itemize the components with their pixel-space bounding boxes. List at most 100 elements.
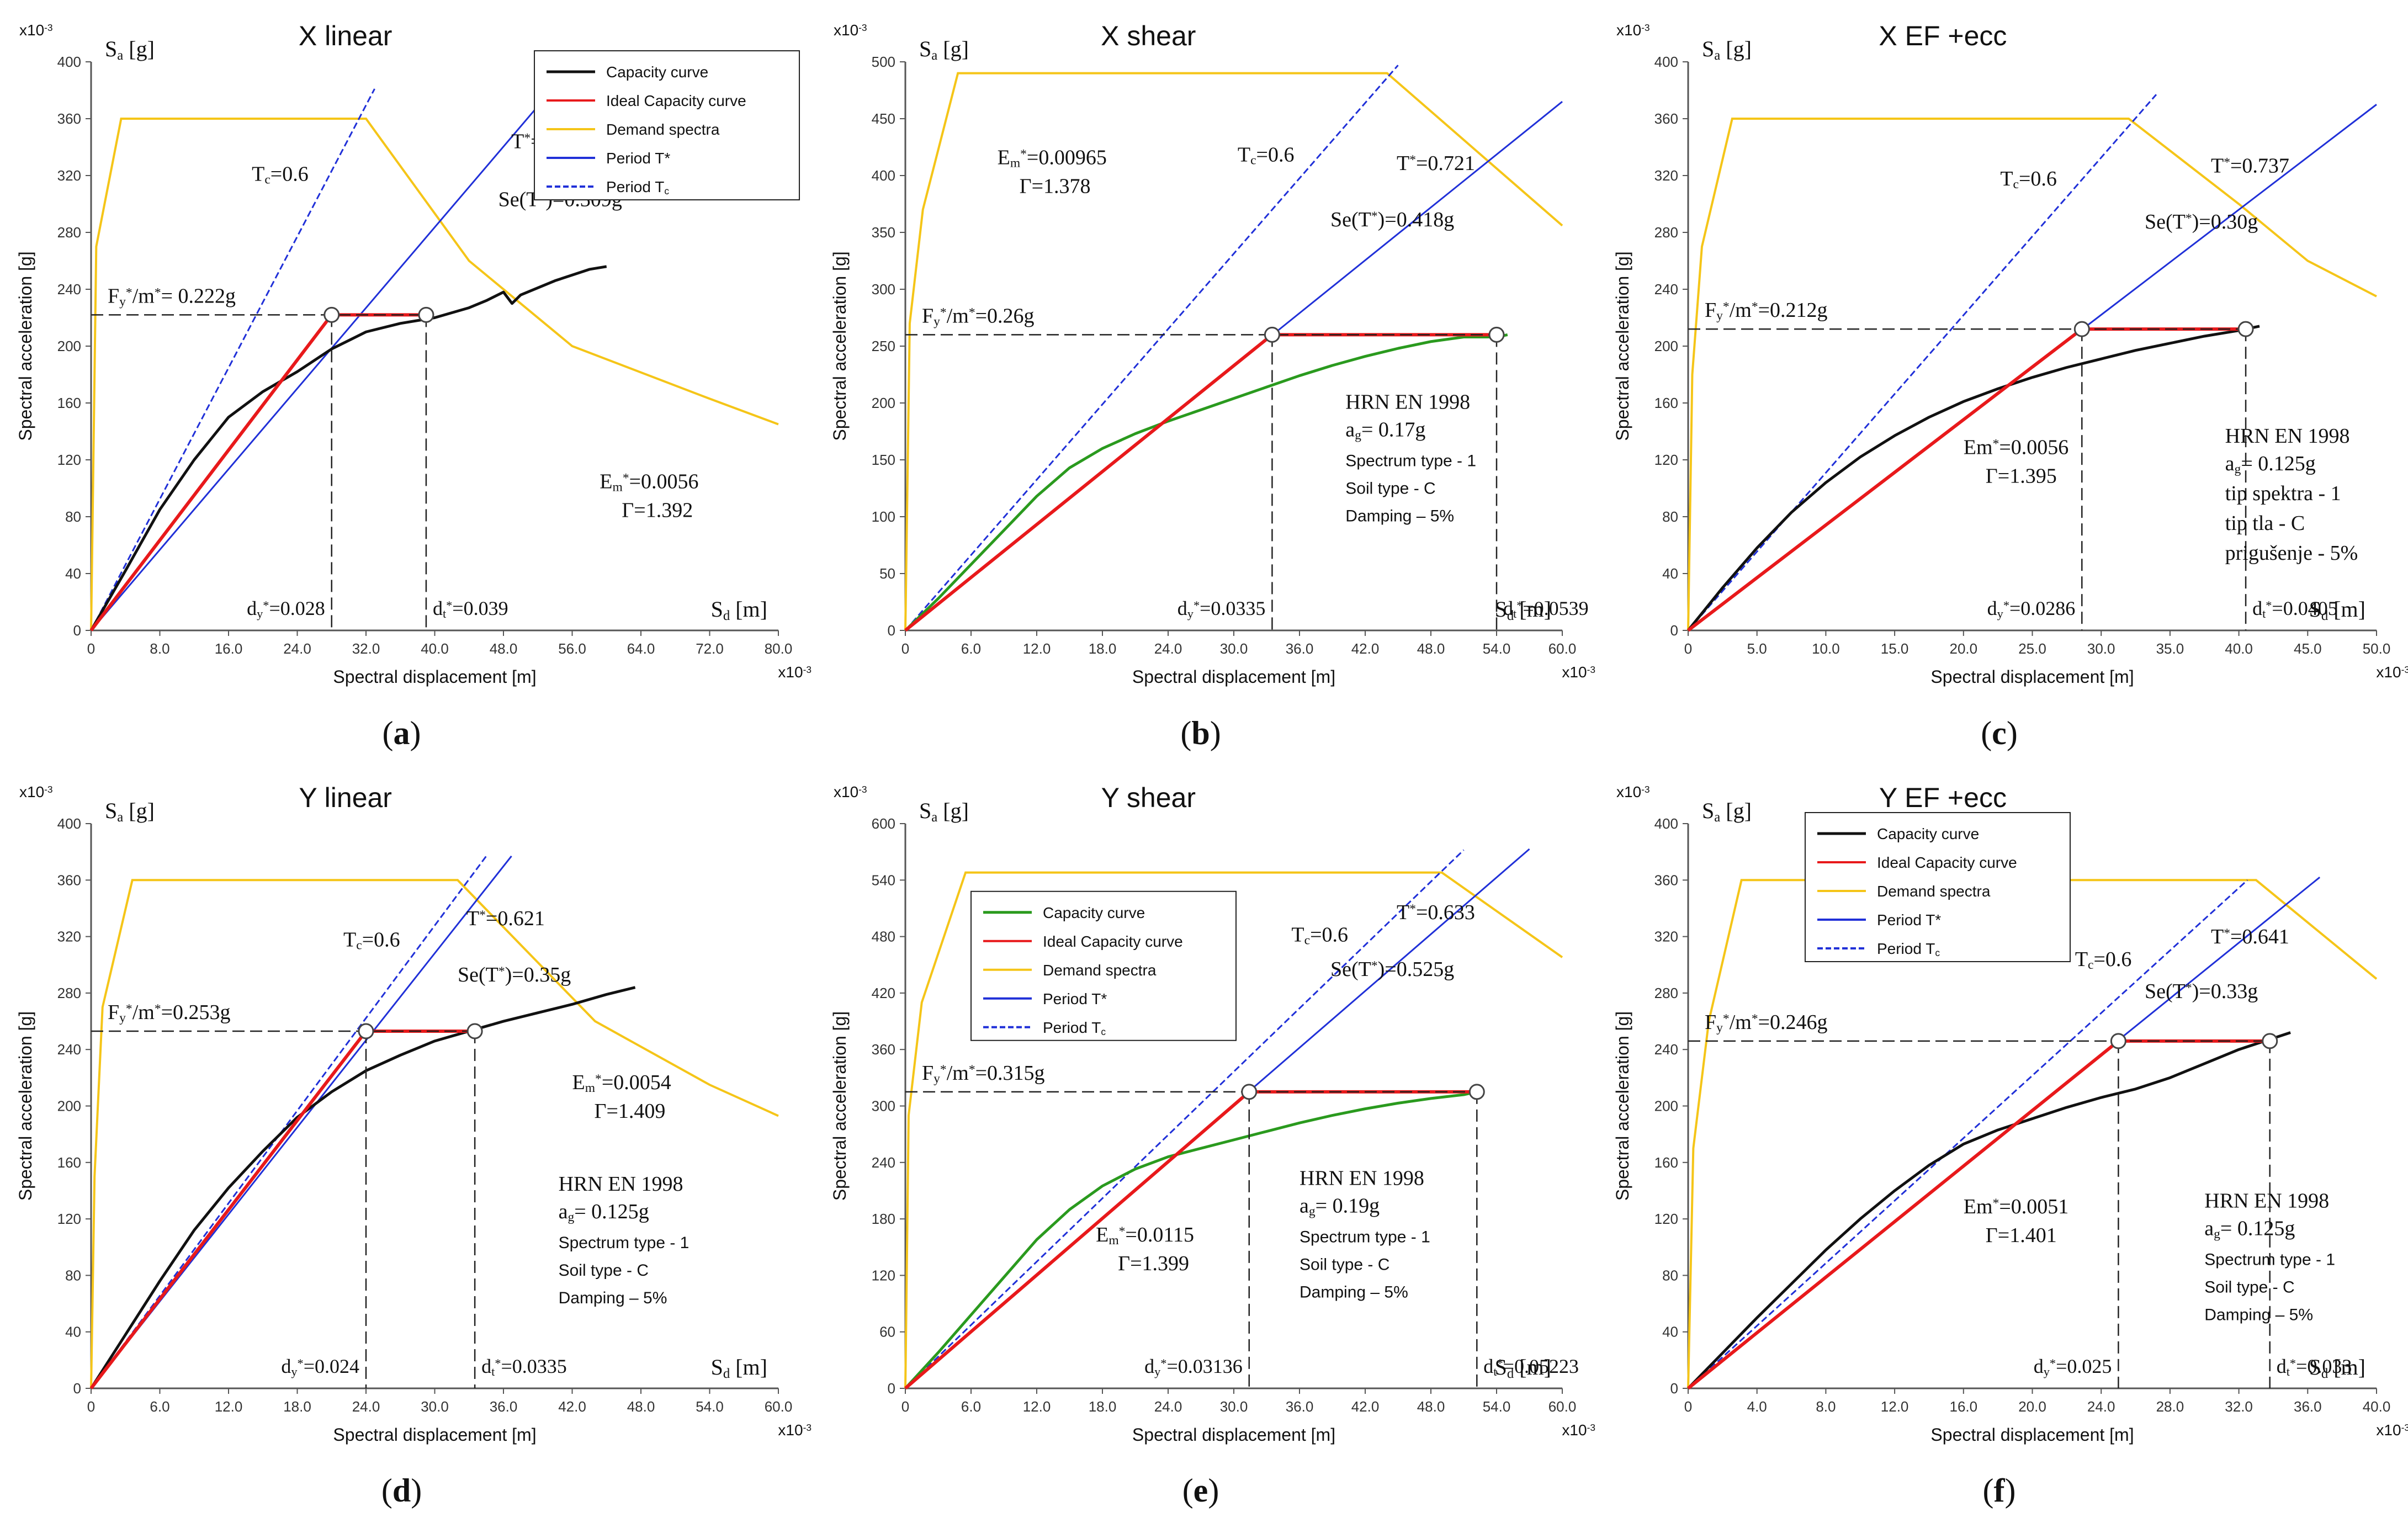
superscript: * xyxy=(2290,1356,2296,1370)
subscript: a xyxy=(931,810,937,825)
text-run: =0.0335 xyxy=(501,1355,566,1377)
superscript: * xyxy=(969,306,975,320)
em-annotation: Em*=0.0115 xyxy=(1096,1223,1194,1248)
x-tick-label: 32.0 xyxy=(2225,1398,2253,1415)
x-tick-label: 16.0 xyxy=(215,640,243,657)
y-tick-label: 120 xyxy=(872,1267,895,1283)
se-annotation: Se(T*)=0.418g xyxy=(1330,208,1454,231)
text-run: /m xyxy=(947,1062,969,1085)
x-tick-label: 40.0 xyxy=(2225,640,2253,657)
chart-title: X linear xyxy=(299,20,393,51)
hrn-ag: ag= 0.125g xyxy=(559,1200,649,1224)
y-tick-label: 250 xyxy=(872,338,895,354)
text-run: F xyxy=(922,1062,934,1085)
period-tc-line xyxy=(904,849,1465,1389)
subscript: y xyxy=(934,1071,940,1086)
y-tick-label: 280 xyxy=(57,985,81,1001)
superscript: * xyxy=(1371,209,1378,224)
fy-annotation: Fy*/m*= 0.222g xyxy=(108,284,236,309)
ideal-capacity-line xyxy=(89,313,426,632)
y-tick-label: 240 xyxy=(57,281,81,298)
superscript: * xyxy=(1497,1356,1503,1370)
x-axis-label: Spectral displacement [m] xyxy=(1132,1425,1335,1445)
text-run: =0.6 xyxy=(2093,948,2131,971)
fy-annotation: Fy*/m*=0.212g xyxy=(1705,299,1828,323)
tc-annotation: Tc=0.6 xyxy=(252,163,309,187)
x-axis-label: Spectral displacement [m] xyxy=(1132,667,1335,687)
hrn-ag: ag= 0.19g xyxy=(1300,1195,1380,1219)
fy-annotation: Fy*/m*=0.315g xyxy=(922,1062,1045,1086)
superscript: * xyxy=(2186,981,2192,995)
chart-legend: Capacity curve Ideal Capacity curve Demand… xyxy=(534,50,800,200)
chart-panel-e: 0 6.0 12.0 18.0 24.0 30.0 36.0 42.0 48.0 54.0 60.0… xyxy=(830,782,1595,1509)
subscript: d xyxy=(2321,608,2329,623)
text-run: [g] xyxy=(123,798,155,823)
text-run: /m xyxy=(132,1001,155,1024)
text-run: =0.00965 xyxy=(1027,146,1107,169)
y-tick-label: 200 xyxy=(1654,338,1678,354)
subscript: t xyxy=(2287,1365,2290,1378)
se-annotation: Se(T*)=0.35g xyxy=(458,963,571,986)
dy-annotation: dy*=0.024 xyxy=(281,1355,359,1378)
x-tick-label: 40.0 xyxy=(2363,1398,2391,1415)
legend-label-period_tc: Period Tc xyxy=(606,178,669,197)
text-run: Se(T xyxy=(2145,210,2186,234)
y-tick-label: 240 xyxy=(1654,1041,1678,1058)
text-run: =0.025 xyxy=(2056,1355,2112,1377)
x-tick-label: 54.0 xyxy=(1483,640,1511,657)
y-axis-multiplier: x10-3 xyxy=(834,783,867,800)
subscript: y xyxy=(2044,1365,2050,1378)
subscript: d xyxy=(1507,1366,1514,1381)
text-run: x10 xyxy=(1562,1421,1587,1439)
x-tick-label: 48.0 xyxy=(627,1398,655,1415)
target-point-marker xyxy=(2237,321,2254,337)
text-run: [g] xyxy=(937,36,969,61)
superscript: * xyxy=(1723,300,1730,314)
subscript: y xyxy=(1154,1365,1161,1378)
y-tick-label: 320 xyxy=(57,929,81,945)
subscript: c xyxy=(356,938,362,953)
legend-label-period_tc: Period Tc xyxy=(1043,1019,1106,1037)
y-tick-label: 0 xyxy=(1670,1380,1678,1397)
text-run: T xyxy=(1397,901,1409,924)
superscript: -3 xyxy=(2401,664,2408,675)
text-run: T xyxy=(2075,948,2088,971)
y-tick-label: 300 xyxy=(872,1098,895,1115)
x-tick-label: 60.0 xyxy=(1548,1398,1577,1415)
text-run: S xyxy=(2309,1355,2321,1380)
period-tc-line xyxy=(90,88,375,631)
y-tick-label: 280 xyxy=(1654,985,1678,1001)
legend-box xyxy=(970,890,1237,1041)
superscript: -3 xyxy=(44,22,52,33)
text-run: x10 xyxy=(1616,22,1641,39)
subscript: a xyxy=(1714,810,1720,825)
superscript: * xyxy=(2224,156,2230,170)
text-run: T xyxy=(2211,155,2224,178)
subscript: a xyxy=(117,48,123,63)
x-tick-label: 5.0 xyxy=(1747,640,1767,657)
text-run: g xyxy=(2284,1217,2295,1240)
panel-paren: ) xyxy=(1210,715,1221,751)
dt-annotation: dt*=0.0405 xyxy=(2252,597,2338,620)
y-axis-label: Spectral acceleration [g] xyxy=(830,1011,850,1201)
x-axis-label: Spectral displacement [m] xyxy=(1930,667,2134,687)
gamma-annotation: Γ=1.392 xyxy=(622,499,693,522)
text-run: T xyxy=(2211,925,2224,948)
x-tick-label: 8.0 xyxy=(150,640,169,657)
legend-label-capacity: Capacity curve xyxy=(606,63,708,81)
legend-label-capacity: Capacity curve xyxy=(1877,825,1979,842)
demand-spectrum-line xyxy=(904,72,1563,631)
hrn-ag: ag= 0.125g xyxy=(2225,452,2316,476)
capacity-curve-line xyxy=(89,265,607,632)
y-axis-label: Spectral acceleration [g] xyxy=(15,251,35,441)
text-run: [g] xyxy=(1720,36,1752,61)
x-axis-label: Spectral displacement [m] xyxy=(333,1425,536,1445)
superscript: * xyxy=(495,1356,501,1370)
text-run: F xyxy=(922,304,934,327)
legend-label-ideal: Ideal Capacity curve xyxy=(1877,854,2017,871)
x-tick-label: 28.0 xyxy=(2156,1398,2184,1415)
subscript: t xyxy=(1513,607,1517,620)
text-run: =0.212g xyxy=(1758,299,1828,322)
x-tick-label: 0 xyxy=(901,640,909,657)
x-tick-label: 60.0 xyxy=(1548,640,1577,657)
